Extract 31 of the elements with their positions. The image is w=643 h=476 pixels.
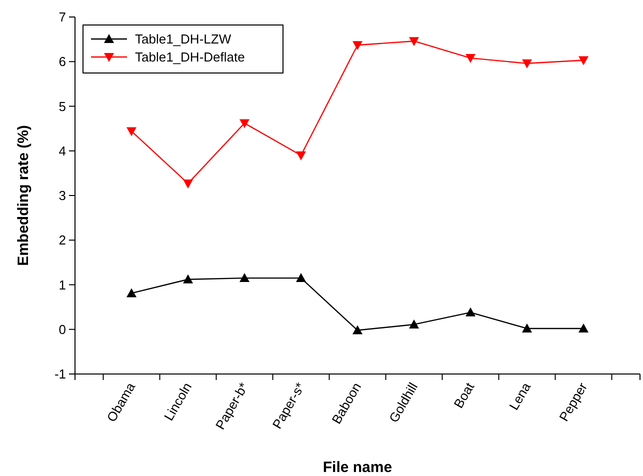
y-axis-title: Embedding rate (%) [15,125,32,266]
y-tick-label: 3 [58,188,66,204]
point [352,325,362,334]
point [522,323,532,332]
point [466,54,476,64]
point [352,41,362,50]
y-tick-label: 7 [58,10,66,25]
y-tick-label: 4 [58,143,66,158]
y-tick-label: 1 [58,277,66,292]
point [126,288,136,298]
point [522,59,532,68]
y-tick-label: 6 [58,54,66,70]
point [409,37,419,46]
point [578,323,588,332]
point [578,56,588,66]
y-tick-label: 0 [58,322,66,337]
y-tick-label: 5 [58,98,66,114]
y-tick-label: -1 [54,366,66,382]
x-axis-title: File name [322,459,392,476]
legend-label: Table1_DH-Deflate [135,50,245,65]
point [296,273,306,282]
point [409,319,419,328]
point [183,274,193,284]
point [240,273,250,282]
point [183,179,193,188]
y-tick-label: 2 [58,232,66,248]
point [466,307,476,316]
point [240,119,250,128]
point [126,127,136,136]
point [296,151,306,160]
legend-label: Table1_DH-LZW [135,32,232,47]
